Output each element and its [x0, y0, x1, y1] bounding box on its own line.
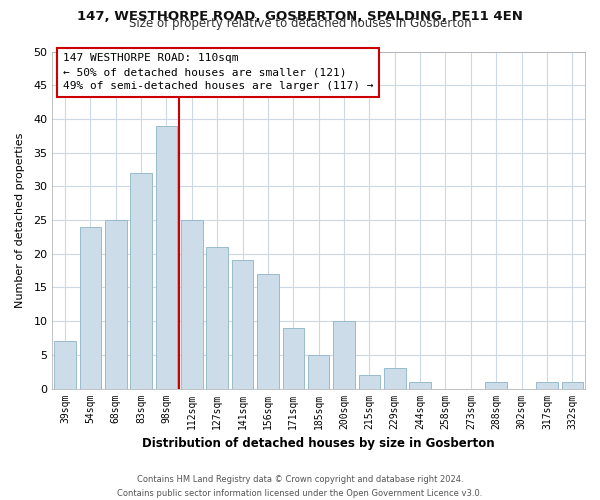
Y-axis label: Number of detached properties: Number of detached properties — [15, 132, 25, 308]
Bar — [232, 260, 253, 388]
X-axis label: Distribution of detached houses by size in Gosberton: Distribution of detached houses by size … — [142, 437, 495, 450]
Bar — [155, 126, 177, 388]
Text: 147, WESTHORPE ROAD, GOSBERTON, SPALDING, PE11 4EN: 147, WESTHORPE ROAD, GOSBERTON, SPALDING… — [77, 10, 523, 23]
Bar — [384, 368, 406, 388]
Bar — [485, 382, 507, 388]
Bar — [54, 342, 76, 388]
Bar — [181, 220, 203, 388]
Bar — [562, 382, 583, 388]
Bar — [130, 173, 152, 388]
Bar — [105, 220, 127, 388]
Text: Contains HM Land Registry data © Crown copyright and database right 2024.
Contai: Contains HM Land Registry data © Crown c… — [118, 476, 482, 498]
Bar — [409, 382, 431, 388]
Bar — [536, 382, 558, 388]
Text: 147 WESTHORPE ROAD: 110sqm
← 50% of detached houses are smaller (121)
49% of sem: 147 WESTHORPE ROAD: 110sqm ← 50% of deta… — [63, 53, 373, 91]
Bar — [333, 321, 355, 388]
Bar — [283, 328, 304, 388]
Bar — [257, 274, 279, 388]
Bar — [80, 227, 101, 388]
Bar — [359, 375, 380, 388]
Bar — [308, 355, 329, 388]
Text: Size of property relative to detached houses in Gosberton: Size of property relative to detached ho… — [128, 18, 472, 30]
Bar — [206, 247, 228, 388]
